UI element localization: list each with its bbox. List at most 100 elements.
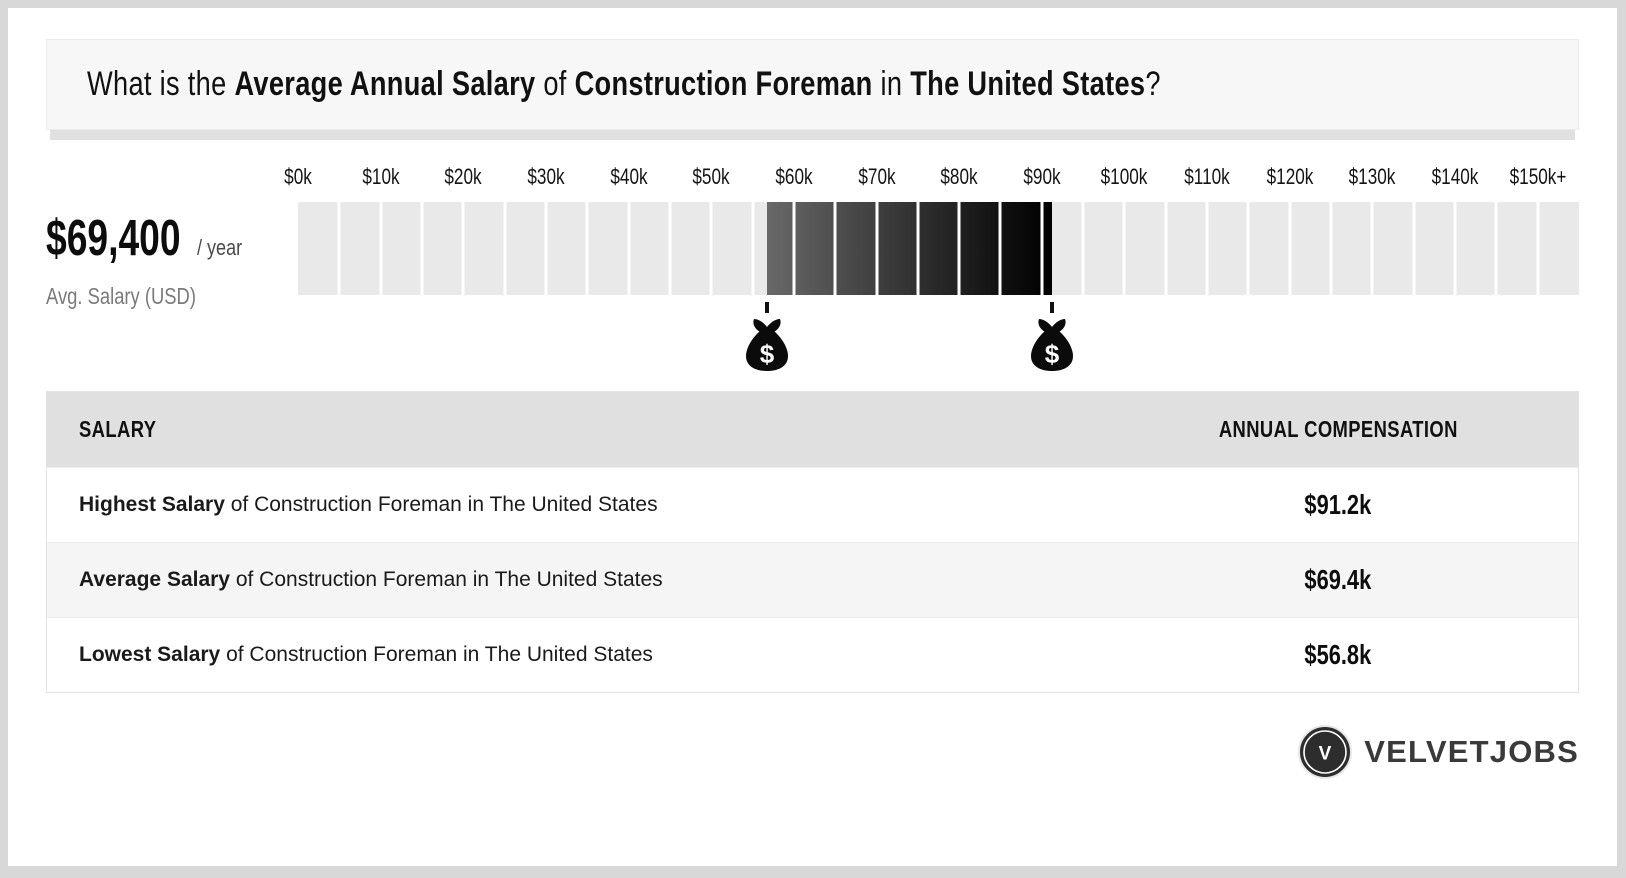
axis-tick-label: $10k bbox=[362, 164, 400, 189]
title-text: in bbox=[872, 65, 911, 103]
row-label: Lowest Salary of Construction Foreman in… bbox=[47, 643, 1098, 667]
segment-gap bbox=[627, 202, 631, 295]
average-salary-amount: $69,400 bbox=[46, 209, 181, 266]
table-row: Lowest Salary of Construction Foreman in… bbox=[47, 617, 1578, 692]
segment-gap bbox=[420, 202, 424, 295]
marker-tick bbox=[765, 302, 770, 313]
segment-gap bbox=[1081, 202, 1085, 295]
segment-gap bbox=[379, 202, 383, 295]
segment-gap bbox=[833, 202, 837, 295]
segment-gap bbox=[461, 202, 465, 295]
average-salary-amount-line: $69,400 / year bbox=[46, 208, 298, 267]
header-cell-annual-compensation: ANNUAL COMPENSATION bbox=[1098, 416, 1578, 443]
title-box: What is the Average Annual Salary of Con… bbox=[46, 39, 1579, 130]
velvetjobs-logo-icon: V bbox=[1298, 725, 1353, 779]
segment-gap bbox=[1205, 202, 1209, 295]
title-emphasis: The United States bbox=[910, 65, 1146, 103]
segment-gap bbox=[792, 202, 796, 295]
axis-tick-label: $40k bbox=[609, 164, 648, 189]
svg-text:V: V bbox=[1319, 744, 1332, 765]
infographic-card: What is the Average Annual Salary of Con… bbox=[8, 8, 1617, 866]
title-text: What is the bbox=[87, 65, 235, 103]
salary-chart-section: $69,400 / year Avg. Salary (USD) $0k $10k… bbox=[46, 158, 1579, 379]
marker-layer: $ $ bbox=[298, 295, 1579, 379]
axis-tick-label: $120k bbox=[1266, 164, 1314, 189]
segment-gap bbox=[1246, 202, 1250, 295]
average-salary-caption: Avg. Salary (USD) bbox=[46, 283, 196, 309]
title-emphasis: Construction Foreman bbox=[574, 65, 873, 103]
svg-text:$: $ bbox=[760, 339, 775, 369]
axis-tick-label: $60k bbox=[775, 164, 813, 189]
salary-summary: $69,400 / year Avg. Salary (USD) bbox=[46, 158, 298, 379]
row-description: of Construction Foreman in The United St… bbox=[230, 568, 663, 591]
segment-gap bbox=[503, 202, 507, 295]
axis-tick-label: $70k bbox=[857, 164, 896, 189]
page-title: What is the Average Annual Salary of Con… bbox=[87, 65, 1161, 104]
title-text: of bbox=[535, 65, 575, 103]
row-description: of Construction Foreman in The United St… bbox=[220, 643, 653, 666]
axis-tick-label: $80k bbox=[940, 164, 978, 189]
row-value: $69.4k bbox=[1304, 564, 1372, 595]
table-row: Average Salary of Construction Foreman i… bbox=[47, 542, 1578, 617]
segment-gap bbox=[751, 202, 755, 295]
segment-gap bbox=[1370, 202, 1374, 295]
money-bag-icon: $ bbox=[1030, 319, 1073, 371]
salary-range-highlight bbox=[767, 202, 1052, 295]
header-cell-salary: SALARY bbox=[47, 416, 1098, 443]
axis-tick-label: $110k bbox=[1184, 164, 1230, 189]
segment-gap bbox=[1040, 202, 1044, 295]
axis-tick-label: $140k bbox=[1431, 164, 1479, 189]
segment-gap bbox=[998, 202, 1002, 295]
axis-tick-label: $150k+ bbox=[1509, 164, 1567, 189]
axis-tick-label: $130k bbox=[1348, 164, 1396, 189]
marker-tick bbox=[1049, 302, 1054, 313]
row-value: $91.2k bbox=[1304, 489, 1372, 520]
axis-tick-label: $0k bbox=[284, 164, 312, 189]
segment-gap bbox=[668, 202, 672, 295]
segment-gap bbox=[337, 202, 341, 295]
segment-gap bbox=[709, 202, 713, 295]
row-label: Highest Salary of Construction Foreman i… bbox=[47, 493, 1098, 517]
axis-tick-label: $20k bbox=[444, 164, 482, 189]
footer: V VELVETJOBS bbox=[46, 725, 1579, 779]
title-text: ? bbox=[1145, 65, 1161, 103]
brand-name: VELVETJOBS bbox=[1364, 734, 1579, 769]
header-salary-label: SALARY bbox=[79, 416, 157, 442]
title-emphasis: Average Annual Salary bbox=[234, 65, 536, 103]
segment-gap bbox=[1164, 202, 1168, 295]
segment-gap bbox=[1536, 202, 1540, 295]
row-value-cell: $69.4k bbox=[1098, 564, 1578, 596]
row-value-cell: $56.8k bbox=[1098, 639, 1578, 671]
axis-tick-label: $100k bbox=[1101, 164, 1148, 189]
segment-gap bbox=[1122, 202, 1126, 295]
segment-gap bbox=[1494, 202, 1498, 295]
segment-gap bbox=[957, 202, 961, 295]
svg-text:$: $ bbox=[1044, 339, 1059, 369]
salary-bar bbox=[298, 202, 1579, 295]
per-year-label: / year bbox=[196, 235, 242, 260]
row-term: Average Salary bbox=[79, 568, 230, 591]
row-term: Highest Salary bbox=[79, 493, 225, 516]
table-row: Highest Salary of Construction Foreman i… bbox=[47, 467, 1578, 542]
row-description: of Construction Foreman in The United St… bbox=[224, 493, 658, 516]
salary-range-chart: $0k $10k $20k $30k $40k $50k $60k $70k $80k $90k $… bbox=[284, 158, 1579, 379]
segment-gap bbox=[544, 202, 548, 295]
row-label: Average Salary of Construction Foreman i… bbox=[47, 568, 1098, 592]
row-value-cell: $91.2k bbox=[1098, 489, 1578, 521]
salary-table-body: Highest Salary of Construction Foreman i… bbox=[47, 467, 1578, 692]
axis-tick-label: $50k bbox=[692, 164, 730, 189]
segment-gap bbox=[1453, 202, 1457, 295]
axis-labels: $0k $10k $20k $30k $40k $50k $60k $70k $80k $90k $… bbox=[284, 158, 1579, 192]
money-bag-icon: $ bbox=[746, 319, 789, 371]
salary-table: SALARY ANNUAL COMPENSATION Highest Salar… bbox=[46, 391, 1579, 693]
salary-table-header: SALARY ANNUAL COMPENSATION bbox=[47, 392, 1578, 467]
segment-gap bbox=[1288, 202, 1292, 295]
segment-gap bbox=[585, 202, 589, 295]
axis-tick-label: $90k bbox=[1023, 164, 1061, 189]
row-term: Lowest Salary bbox=[79, 643, 221, 666]
segment-gap bbox=[916, 202, 920, 295]
segment-gap bbox=[1329, 202, 1333, 295]
salary-marker: $ bbox=[1029, 302, 1075, 372]
salary-marker: $ bbox=[744, 302, 790, 372]
row-value: $56.8k bbox=[1304, 639, 1372, 670]
